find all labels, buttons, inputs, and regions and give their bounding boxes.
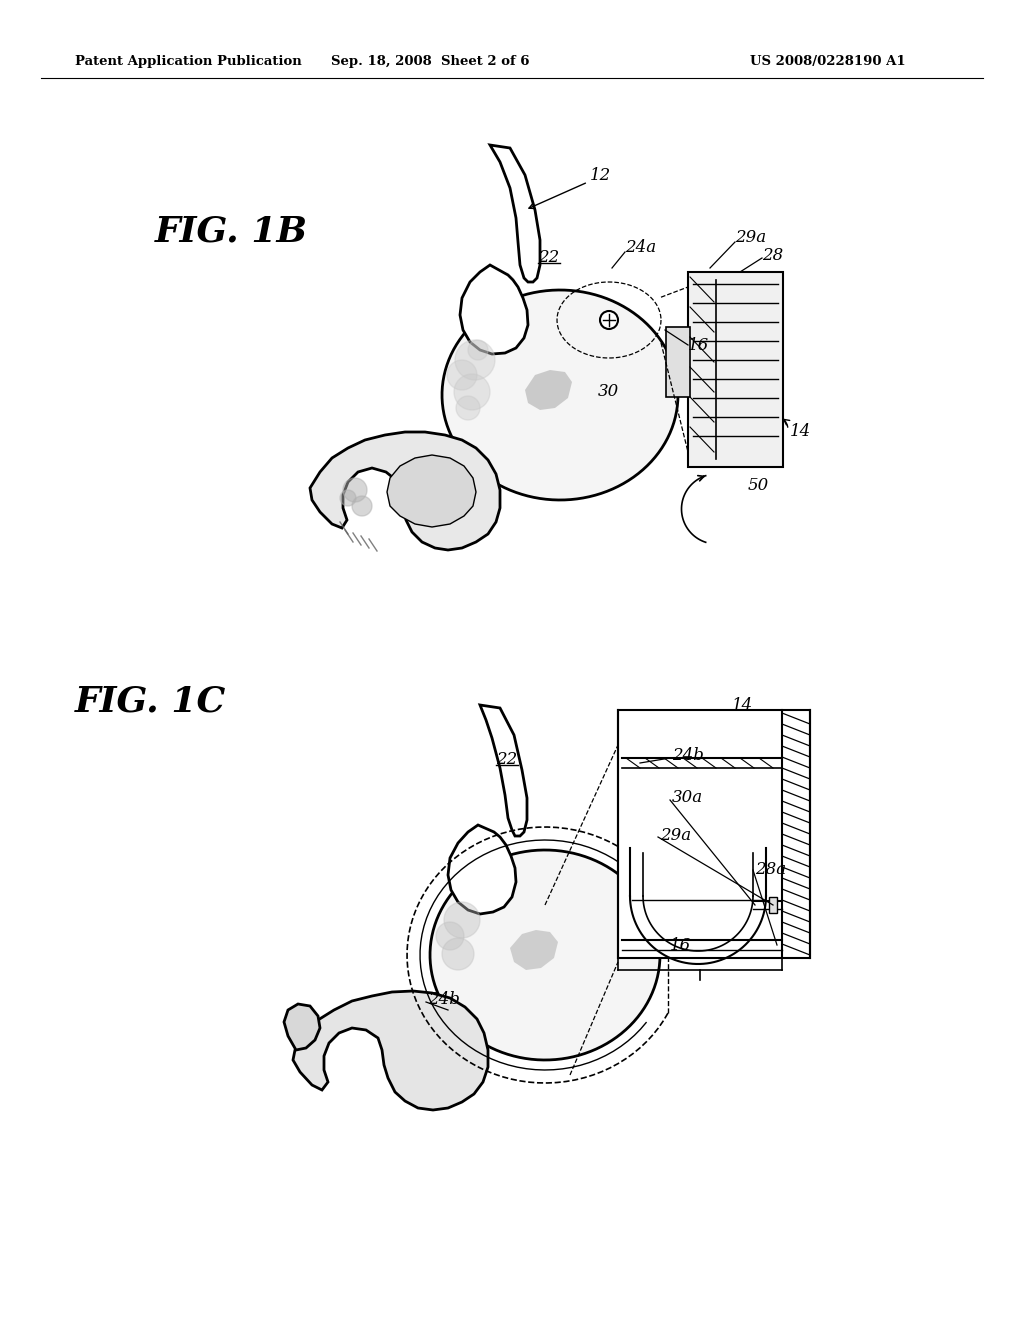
- Circle shape: [468, 341, 488, 360]
- Circle shape: [444, 902, 480, 939]
- Text: US 2008/0228190 A1: US 2008/0228190 A1: [750, 55, 905, 69]
- Circle shape: [600, 312, 618, 329]
- Text: 24b: 24b: [428, 991, 460, 1008]
- Text: 50: 50: [748, 477, 769, 494]
- Polygon shape: [493, 735, 527, 836]
- Text: 16: 16: [688, 337, 710, 354]
- Text: 29a: 29a: [660, 826, 691, 843]
- Polygon shape: [387, 455, 476, 527]
- Polygon shape: [505, 170, 539, 282]
- Bar: [618, 710, 810, 958]
- Text: 22: 22: [538, 249, 559, 267]
- Polygon shape: [510, 931, 558, 970]
- Text: 30a: 30a: [672, 789, 703, 807]
- Circle shape: [454, 374, 490, 411]
- Text: 16: 16: [670, 936, 690, 953]
- Text: 29a: 29a: [735, 230, 766, 247]
- Circle shape: [340, 490, 356, 506]
- Polygon shape: [525, 370, 572, 411]
- Bar: [769, 898, 777, 913]
- Circle shape: [456, 396, 480, 420]
- Text: Sep. 18, 2008  Sheet 2 of 6: Sep. 18, 2008 Sheet 2 of 6: [331, 55, 529, 69]
- Text: 22: 22: [496, 751, 517, 768]
- Circle shape: [352, 496, 372, 516]
- Text: Patent Application Publication: Patent Application Publication: [75, 55, 302, 69]
- Polygon shape: [310, 432, 500, 550]
- Text: FIG. 1C: FIG. 1C: [75, 685, 226, 719]
- Polygon shape: [449, 825, 516, 913]
- Polygon shape: [293, 991, 488, 1110]
- Polygon shape: [490, 145, 540, 282]
- Polygon shape: [503, 271, 528, 352]
- Bar: [688, 272, 783, 467]
- Text: 30: 30: [598, 384, 620, 400]
- Text: 24a: 24a: [625, 239, 656, 256]
- Polygon shape: [460, 265, 528, 354]
- Text: 28: 28: [762, 247, 783, 264]
- Text: 14: 14: [790, 424, 811, 441]
- Circle shape: [442, 939, 474, 970]
- Text: 12: 12: [590, 166, 611, 183]
- Text: FIG. 1B: FIG. 1B: [155, 215, 308, 249]
- Polygon shape: [430, 850, 660, 1060]
- Circle shape: [455, 341, 495, 380]
- Circle shape: [447, 360, 477, 389]
- Text: 14: 14: [732, 697, 754, 714]
- Polygon shape: [284, 1005, 319, 1049]
- Text: 28a: 28a: [755, 862, 786, 879]
- Circle shape: [436, 921, 464, 950]
- Circle shape: [343, 478, 367, 502]
- Polygon shape: [442, 290, 678, 500]
- Polygon shape: [480, 705, 527, 836]
- Bar: [666, 327, 690, 397]
- Text: 24b: 24b: [672, 747, 703, 763]
